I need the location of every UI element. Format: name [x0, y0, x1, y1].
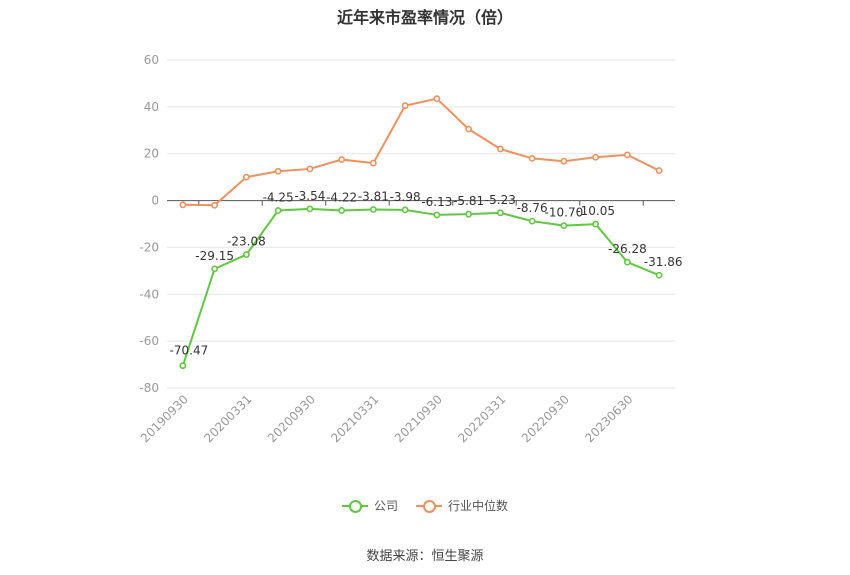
company-series-line [181, 207, 660, 366]
industry-median-data-point[interactable] [592, 153, 600, 161]
company-data-label: -6.13 [421, 195, 452, 209]
company-data-point[interactable] [211, 265, 219, 273]
company-data-label: -31.86 [644, 255, 683, 269]
company-data-label: -26.28 [608, 242, 647, 256]
company-data-label: -10.05 [576, 204, 615, 218]
legend-industry-label: 行业中位数 [448, 499, 509, 513]
industry-median-data-point[interactable] [465, 125, 473, 133]
company-data-label: -4.22 [326, 190, 357, 204]
company-data-point[interactable] [592, 220, 600, 228]
industry-median-data-point[interactable] [306, 165, 314, 173]
chart-title: 近年来市盈率情况（倍） [336, 8, 513, 27]
x-tick-label: 20230630 [582, 392, 635, 445]
company-data-label: -70.47 [170, 344, 209, 358]
company-data-label: -3.81 [358, 189, 389, 203]
company-data-label: -8.76 [517, 201, 548, 215]
company-data-label: -29.15 [195, 249, 234, 263]
industry-median-data-point[interactable] [338, 156, 346, 163]
industry-median-series-line [182, 97, 660, 207]
y-tick-label: -40 [139, 287, 159, 301]
industry-median-data-point[interactable] [528, 154, 536, 162]
company-data-point[interactable] [369, 206, 377, 213]
industry-median-data-point[interactable] [401, 102, 409, 110]
company-data-label: -4.25 [263, 191, 294, 205]
industry-median-data-point[interactable] [496, 145, 504, 153]
legend-industry-marker-icon [416, 499, 442, 513]
company-data-label: -5.81 [453, 194, 484, 208]
company-data-point[interactable] [242, 251, 250, 259]
company-data-point[interactable] [433, 211, 441, 219]
industry-median-data-point[interactable] [433, 95, 441, 103]
x-tick-label: 20220331 [455, 392, 508, 445]
y-tick-label: 20 [144, 147, 159, 161]
company-data-point[interactable] [338, 207, 346, 214]
chart-legend: 公司 行业中位数 [0, 497, 850, 514]
legend-company-label: 公司 [373, 499, 398, 513]
company-data-point[interactable] [623, 258, 631, 266]
company-data-label: -3.54 [294, 189, 325, 203]
industry-median-data-point[interactable] [623, 151, 631, 159]
industry-median-data-point[interactable] [274, 167, 282, 175]
x-tick-label: 20210930 [392, 392, 445, 445]
company-data-label: -5.23 [485, 193, 516, 207]
company-data-point[interactable] [274, 207, 282, 214]
x-tick-label: 20190930 [138, 392, 191, 445]
company-data-point[interactable] [496, 209, 504, 217]
company-data-point[interactable] [528, 217, 536, 225]
y-tick-label: -60 [139, 334, 159, 348]
company-data-label: -23.08 [227, 235, 266, 249]
company-data-point[interactable] [179, 362, 187, 370]
industry-median-data-point[interactable] [369, 159, 377, 167]
company-data-point[interactable] [401, 206, 409, 214]
x-tick-label: 20200930 [265, 392, 318, 445]
industry-median-data-point[interactable] [560, 157, 568, 165]
company-data-point[interactable] [465, 210, 473, 218]
y-tick-label: -20 [139, 240, 159, 254]
y-tick-label: 40 [144, 100, 159, 114]
company-data-point[interactable] [655, 271, 663, 279]
y-tick-label: -80 [139, 381, 159, 395]
source-note: 数据来源：恒生聚源 [366, 549, 484, 564]
x-tick-label: 20200331 [201, 392, 254, 445]
company-data-label: -10.70 [545, 206, 584, 220]
company-data-label: -3.98 [390, 190, 421, 204]
x-tick-label: 20220930 [519, 392, 572, 445]
industry-median-data-point[interactable] [211, 201, 219, 209]
legend-item-industry-median[interactable]: 行业中位数 [416, 497, 508, 514]
industry-median-data-point[interactable] [242, 173, 250, 181]
y-tick-label: 0 [151, 194, 159, 208]
industry-median-data-point[interactable] [655, 167, 663, 174]
legend-item-company[interactable]: 公司 [341, 497, 398, 514]
x-tick-label: 20210331 [328, 392, 381, 445]
legend-company-marker-icon [341, 499, 368, 513]
y-tick-label: 60 [144, 53, 159, 67]
company-data-point[interactable] [560, 222, 568, 230]
industry-median-data-point[interactable] [179, 201, 187, 209]
company-data-point[interactable] [306, 205, 314, 213]
